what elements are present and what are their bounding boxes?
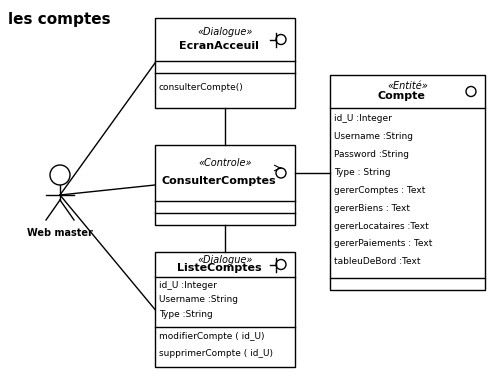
Text: ListeComptes: ListeComptes: [177, 263, 262, 273]
Bar: [155, 252, 295, 367]
Text: Password :String: Password :String: [334, 150, 409, 159]
Text: gererBiens : Text: gererBiens : Text: [334, 204, 410, 213]
Text: supprimerCompte ( id_U): supprimerCompte ( id_U): [159, 349, 273, 358]
Bar: [330, 75, 485, 290]
Bar: [155, 145, 295, 225]
Text: gererPaiements : Text: gererPaiements : Text: [334, 240, 432, 248]
Text: Username :String: Username :String: [334, 132, 413, 141]
Text: consulterCompte(): consulterCompte(): [159, 83, 244, 92]
Text: Compte: Compte: [378, 91, 425, 101]
Text: «Dialogue»: «Dialogue»: [197, 27, 253, 37]
Text: gererComptes : Text: gererComptes : Text: [334, 186, 425, 195]
Text: EcranAcceuil: EcranAcceuil: [179, 41, 259, 51]
Text: tableuDeBord :Text: tableuDeBord :Text: [334, 257, 420, 266]
Text: Type :String: Type :String: [159, 310, 213, 319]
Text: «Dialogue»: «Dialogue»: [197, 255, 253, 265]
Text: Web master: Web master: [27, 228, 93, 238]
Text: modifierCompte ( id_U): modifierCompte ( id_U): [159, 332, 265, 341]
Text: «Controle»: «Controle»: [198, 158, 252, 168]
Text: id_U :Integer: id_U :Integer: [159, 281, 217, 290]
Text: «Entité»: «Entité»: [387, 81, 428, 91]
Text: les comptes: les comptes: [8, 12, 111, 27]
Text: Username :String: Username :String: [159, 295, 238, 304]
Text: Type : String: Type : String: [334, 168, 391, 177]
Text: ConsulterComptes: ConsulterComptes: [162, 177, 277, 186]
Text: gererLocataires :Text: gererLocataires :Text: [334, 222, 429, 231]
Text: id_U :Integer: id_U :Integer: [334, 114, 392, 123]
Bar: [155, 18, 295, 108]
